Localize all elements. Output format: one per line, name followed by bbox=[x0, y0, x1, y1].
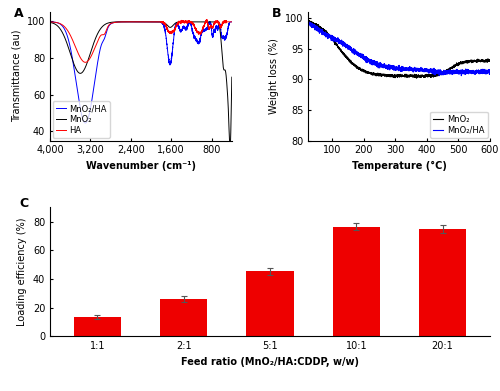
MnO₂/HA bbox=[124, 20, 130, 24]
Line: MnO₂/HA: MnO₂/HA bbox=[50, 22, 232, 123]
X-axis label: Temperature (°C): Temperature (°C) bbox=[352, 161, 446, 171]
Text: A: A bbox=[14, 7, 24, 20]
MnO₂ bbox=[68, 52, 73, 57]
Bar bbox=[419, 229, 467, 336]
Line: MnO₂: MnO₂ bbox=[50, 22, 232, 140]
MnO₂ bbox=[305, 18, 311, 23]
Bar bbox=[160, 299, 208, 336]
MnO₂/HA bbox=[482, 71, 488, 76]
MnO₂/HA bbox=[389, 63, 395, 68]
MnO₂ bbox=[124, 20, 130, 24]
Line: MnO₂/HA: MnO₂/HA bbox=[308, 22, 490, 76]
MnO₂ bbox=[229, 75, 235, 79]
MnO₂ bbox=[47, 20, 53, 25]
MnO₂ bbox=[206, 20, 212, 24]
HA bbox=[206, 26, 212, 30]
HA bbox=[82, 60, 88, 65]
MnO₂/HA bbox=[436, 74, 442, 78]
MnO₂ bbox=[78, 71, 84, 75]
MnO₂/HA bbox=[226, 26, 232, 30]
MnO₂ bbox=[482, 58, 488, 63]
Y-axis label: Loading efficiency (%): Loading efficiency (%) bbox=[17, 218, 27, 326]
Line: MnO₂: MnO₂ bbox=[308, 21, 490, 78]
Line: HA: HA bbox=[50, 20, 232, 62]
MnO₂/HA bbox=[487, 69, 493, 74]
MnO₂/HA bbox=[482, 67, 488, 72]
Bar bbox=[74, 317, 121, 336]
HA bbox=[78, 57, 84, 62]
MnO₂/HA bbox=[305, 22, 311, 27]
HA bbox=[68, 34, 73, 38]
HA bbox=[226, 20, 232, 24]
MnO₂/HA bbox=[314, 27, 320, 31]
Y-axis label: Weight loss (%): Weight loss (%) bbox=[270, 38, 280, 114]
HA bbox=[117, 20, 123, 24]
Bar bbox=[246, 271, 294, 336]
Bar bbox=[332, 227, 380, 336]
MnO₂ bbox=[482, 58, 488, 63]
MnO₂ bbox=[116, 20, 122, 24]
Y-axis label: Transmittance (au): Transmittance (au) bbox=[11, 30, 21, 122]
MnO₂/HA bbox=[82, 121, 88, 126]
MnO₂ bbox=[394, 74, 400, 78]
MnO₂ bbox=[226, 106, 232, 111]
HA bbox=[47, 20, 53, 24]
MnO₂ bbox=[414, 76, 420, 81]
MnO₂/HA bbox=[394, 68, 400, 72]
Text: C: C bbox=[19, 197, 28, 210]
MnO₂/HA bbox=[117, 20, 123, 24]
MnO₂/HA bbox=[47, 20, 53, 24]
X-axis label: Feed ratio (MnO₂/HA:CDDP, w/w): Feed ratio (MnO₂/HA:CDDP, w/w) bbox=[181, 357, 359, 367]
MnO₂/HA bbox=[229, 20, 235, 24]
HA bbox=[204, 17, 210, 22]
HA bbox=[229, 20, 235, 24]
MnO₂ bbox=[226, 138, 232, 143]
MnO₂/HA bbox=[448, 69, 454, 74]
MnO₂/HA bbox=[306, 20, 312, 25]
MnO₂ bbox=[487, 58, 493, 63]
MnO₂ bbox=[306, 18, 312, 23]
MnO₂ bbox=[314, 23, 320, 28]
MnO₂/HA bbox=[206, 22, 212, 27]
MnO₂/HA bbox=[68, 47, 73, 52]
Text: B: B bbox=[272, 7, 281, 20]
X-axis label: Wavenumber (cm⁻¹): Wavenumber (cm⁻¹) bbox=[86, 161, 196, 171]
Legend: MnO₂, MnO₂/HA: MnO₂, MnO₂/HA bbox=[430, 112, 488, 138]
Legend: MnO₂/HA, MnO₂, HA: MnO₂/HA, MnO₂, HA bbox=[52, 101, 110, 138]
MnO₂/HA bbox=[78, 112, 84, 117]
MnO₂ bbox=[192, 20, 198, 24]
MnO₂ bbox=[448, 65, 454, 70]
MnO₂/HA bbox=[207, 19, 213, 24]
HA bbox=[124, 20, 130, 24]
MnO₂ bbox=[389, 73, 395, 77]
